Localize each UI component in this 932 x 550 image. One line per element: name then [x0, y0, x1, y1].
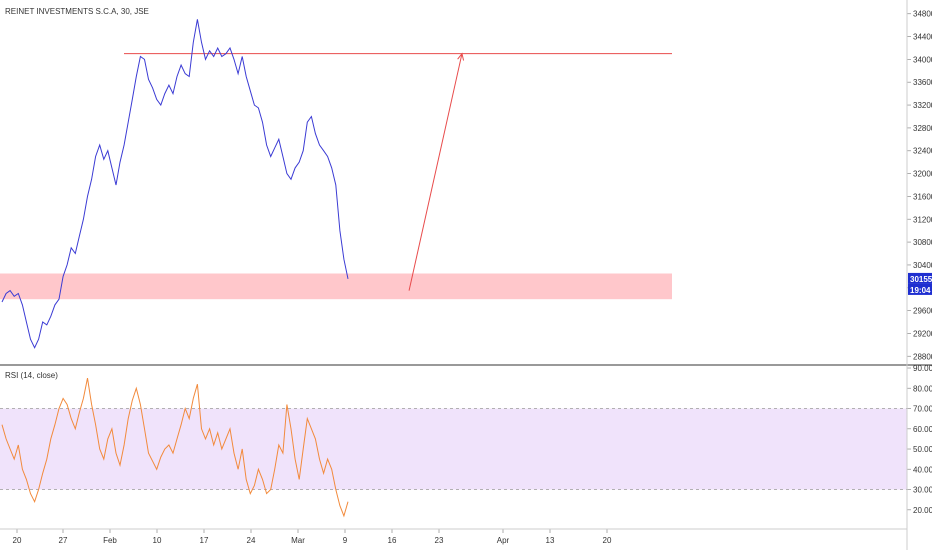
- price-tick-label: 30800: [913, 238, 932, 247]
- time-tick-label: Feb: [103, 536, 117, 545]
- forecast-arrowhead: [457, 52, 465, 61]
- time-tick-label: 20: [13, 536, 22, 545]
- price-tick-label: 34800: [913, 10, 932, 19]
- rsi-series-line: [1, 378, 349, 518]
- last-price-badge: [908, 272, 932, 284]
- price-axis-ticks: 2880029200296003000030400308003120031600…: [907, 10, 932, 361]
- chart-title: REINET INVESTMENTS S.C.A, 30, JSE: [5, 7, 149, 16]
- time-tick-label: 16: [388, 536, 397, 545]
- rsi-tick-label: 90.00: [913, 364, 932, 373]
- rsi-tick-label: 40.00: [913, 465, 932, 474]
- rsi-tick-label: 80.00: [913, 384, 932, 393]
- time-tick-label: 13: [546, 536, 555, 545]
- price-tick-label: 32000: [913, 170, 932, 179]
- price-series-line: [1, 19, 349, 349]
- price-tick-label: 33200: [913, 101, 932, 110]
- countdown-badge-text: 19:04: [910, 286, 931, 295]
- time-tick-label: Mar: [291, 536, 305, 545]
- time-tick-label: Apr: [497, 536, 510, 545]
- time-tick-label: 23: [435, 536, 444, 545]
- price-tick-label: 31600: [913, 192, 932, 201]
- rsi-tick-label: 30.00: [913, 486, 932, 495]
- price-tick-label: 33600: [913, 78, 932, 87]
- price-tick-label: 29600: [913, 307, 932, 316]
- time-tick-label: 9: [343, 536, 348, 545]
- countdown-badge: [908, 283, 932, 295]
- rsi-axis-ticks: 20.00 30.00 40.00 50.00 60.00 70.00 80.00 90.00: [0, 364, 932, 515]
- rsi-indicator-label[interactable]: RSI (14, close): [5, 371, 58, 380]
- price-tick-label: 30400: [913, 261, 932, 270]
- time-axis-ticks: 20 27 Feb 10 17 24 Mar 9 16 23 Apr 13 20: [13, 529, 612, 545]
- rsi-overbought-oversold-band: [0, 408, 907, 490]
- time-tick-label: 27: [59, 536, 68, 545]
- rsi-tick-label: 60.00: [913, 425, 932, 434]
- price-tick-label: 29200: [913, 329, 932, 338]
- price-tick-label: 32800: [913, 124, 932, 133]
- rsi-tick-label: 70.00: [913, 405, 932, 414]
- price-tick-label: 31200: [913, 215, 932, 224]
- support-zone: [0, 273, 672, 300]
- time-tick-label: 20: [603, 536, 612, 545]
- rsi-tick-label: 20.00: [913, 506, 932, 515]
- forecast-arrow[interactable]: [408, 53, 463, 291]
- price-tick-label: 32400: [913, 147, 932, 156]
- rsi-tick-label: 50.00: [913, 445, 932, 454]
- price-tick-label: 34400: [913, 33, 932, 42]
- time-tick-label: 24: [247, 536, 256, 545]
- price-tick-label: 28800: [913, 352, 932, 361]
- time-tick-label: 10: [153, 536, 162, 545]
- price-tick-label: 34000: [913, 55, 932, 64]
- last-price-badge-text: 30155: [910, 275, 932, 284]
- time-tick-label: 17: [200, 536, 209, 545]
